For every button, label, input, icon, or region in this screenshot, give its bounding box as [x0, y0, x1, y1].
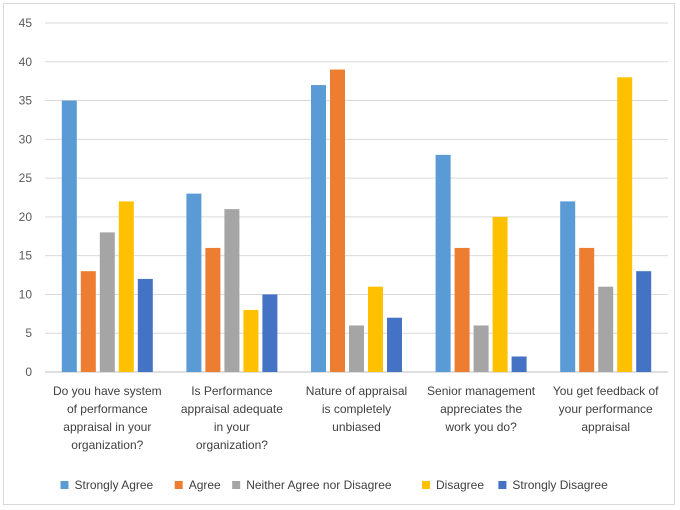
bar-agree-4	[579, 247, 595, 372]
y-axis-ticks: 0 5 10 15 20 25 30 35 40 45	[19, 16, 33, 379]
bar-strongly-agree-0	[61, 100, 77, 373]
legend-label: Strongly Disagree	[512, 478, 608, 492]
bar-agree-2	[330, 69, 345, 373]
category-label-line: your performance	[559, 402, 653, 416]
category-label-line: work you do?	[444, 420, 517, 434]
category-label-line: You get feedback of	[553, 384, 659, 398]
y-tick-label: 30	[19, 132, 33, 146]
legend-label: Neither Agree nor Disagree	[246, 478, 392, 492]
category-label: Senior management appreciates the work you…	[427, 384, 536, 434]
category-label-line: appreciates the	[440, 402, 522, 416]
category-label: Do you have system of performance appraisa…	[53, 384, 162, 452]
legend-swatch	[60, 481, 69, 489]
y-tick-label: 10	[19, 287, 33, 301]
category-label-line: organization?	[71, 438, 143, 452]
bar-strongly-agree-4	[560, 201, 576, 372]
category-label-line: organization?	[196, 438, 268, 452]
bar-strongly-disagree-4	[636, 271, 652, 372]
legend-label: Strongly Agree	[75, 478, 154, 492]
category-label-line: Is Performance	[191, 384, 273, 398]
y-tick-label: 0	[25, 365, 32, 379]
y-tick-label: 40	[19, 55, 33, 69]
legend-swatch	[422, 481, 430, 489]
category-label-line: Nature of appraisal	[306, 384, 407, 398]
y-tick-label: 5	[25, 326, 32, 340]
bar-neither-agree-nor-disagree-3	[473, 325, 489, 372]
category-label-line: Senior management	[427, 384, 536, 398]
bar-strongly-disagree-2	[387, 317, 402, 372]
bar-disagree-2	[368, 286, 383, 372]
bars	[61, 69, 652, 373]
legend-swatch	[174, 481, 183, 489]
category-label-line: of performance	[67, 402, 148, 416]
category-label-line: unbiased	[332, 420, 381, 434]
bar-disagree-4	[617, 77, 633, 373]
legend-label: Agree	[189, 478, 221, 492]
bar-disagree-3	[492, 216, 508, 372]
category-labels: Do you have system of performance appraisa…	[53, 384, 659, 452]
bar-strongly-agree-2	[311, 85, 326, 373]
category-label-line: is completely	[322, 402, 391, 416]
bar-agree-1	[205, 247, 221, 372]
legend: Strongly Agree Agree Neither Agree nor Dis…	[60, 478, 608, 492]
category-label: Nature of appraisal is completely unbiased	[306, 384, 407, 434]
bar-strongly-agree-1	[186, 193, 202, 372]
y-tick-label: 35	[19, 94, 33, 108]
y-tick-label: 20	[19, 210, 33, 224]
legend-swatch	[498, 481, 507, 489]
bar-disagree-0	[118, 201, 134, 372]
bar-disagree-1	[243, 309, 259, 372]
y-tick-label: 25	[19, 171, 33, 185]
bar-strongly-disagree-0	[137, 278, 153, 372]
category-label-line: appraisal adequate	[181, 402, 283, 416]
bar-strongly-disagree-1	[262, 294, 278, 372]
bar-neither-agree-nor-disagree-1	[224, 209, 240, 372]
category-label-line: Do you have system	[53, 384, 162, 398]
category-label-line: appraisal in your	[63, 420, 151, 434]
bar-agree-0	[80, 271, 96, 372]
y-tick-label: 45	[19, 16, 33, 30]
bar-agree-3	[454, 247, 470, 372]
category-label-line: appraisal	[581, 420, 630, 434]
bar-neither-agree-nor-disagree-2	[349, 325, 364, 372]
bar-strongly-agree-3	[435, 154, 451, 372]
category-label: Is Performance appraisal adequate in your o…	[181, 384, 283, 452]
bar-strongly-disagree-3	[511, 356, 527, 372]
bar-neither-agree-nor-disagree-0	[99, 232, 115, 372]
bar-neither-agree-nor-disagree-4	[598, 286, 614, 372]
category-label: You get feedback of your performance appra…	[553, 384, 659, 434]
category-label-line: in your	[214, 420, 250, 434]
y-tick-label: 15	[19, 249, 33, 263]
legend-swatch	[232, 481, 241, 489]
legend-label: Disagree	[436, 478, 484, 492]
